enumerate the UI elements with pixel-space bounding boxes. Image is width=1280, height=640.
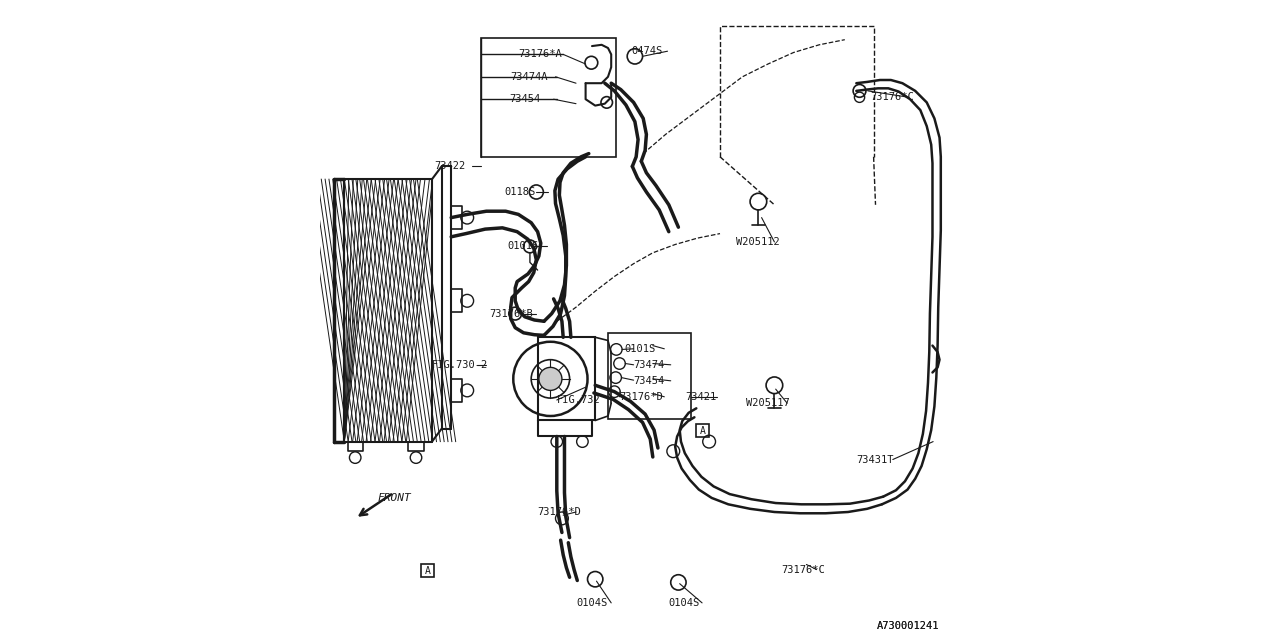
Text: A730001241: A730001241 bbox=[877, 621, 940, 631]
Text: FIG.730-2: FIG.730-2 bbox=[433, 360, 488, 370]
Text: 73454: 73454 bbox=[508, 94, 540, 104]
Bar bbox=[481, 38, 616, 157]
Text: 73454: 73454 bbox=[634, 376, 664, 386]
Text: 73176*C: 73176*C bbox=[781, 564, 824, 575]
Text: FIG.732: FIG.732 bbox=[557, 395, 600, 405]
Text: 73421: 73421 bbox=[685, 392, 716, 402]
Text: W205117: W205117 bbox=[745, 398, 790, 408]
Text: A: A bbox=[425, 566, 430, 576]
Text: 73422: 73422 bbox=[434, 161, 465, 172]
Bar bbox=[608, 333, 691, 419]
Bar bbox=[538, 337, 595, 420]
Text: 0104S: 0104S bbox=[576, 598, 607, 608]
Text: 73474: 73474 bbox=[634, 360, 664, 370]
Text: A: A bbox=[700, 426, 705, 436]
Text: 73176*D: 73176*D bbox=[538, 507, 581, 517]
Text: 73176*C: 73176*C bbox=[870, 92, 914, 102]
Text: 73474A: 73474A bbox=[511, 72, 548, 82]
Circle shape bbox=[539, 367, 562, 390]
Text: 73176*D: 73176*D bbox=[620, 392, 663, 402]
Text: 73176*B: 73176*B bbox=[489, 308, 532, 319]
Text: W205112: W205112 bbox=[736, 237, 780, 247]
Text: 0101S: 0101S bbox=[507, 241, 539, 252]
Text: FRONT: FRONT bbox=[378, 493, 411, 503]
Bar bbox=[421, 564, 434, 577]
Text: A730001241: A730001241 bbox=[877, 621, 940, 631]
Text: 0118S: 0118S bbox=[504, 187, 535, 197]
Bar bbox=[696, 424, 709, 437]
Text: 73176*A: 73176*A bbox=[518, 49, 562, 60]
Text: 0474S: 0474S bbox=[632, 46, 663, 56]
Text: 73431T: 73431T bbox=[856, 454, 893, 465]
Text: 0101S: 0101S bbox=[625, 344, 655, 354]
Text: 0104S: 0104S bbox=[668, 598, 700, 608]
